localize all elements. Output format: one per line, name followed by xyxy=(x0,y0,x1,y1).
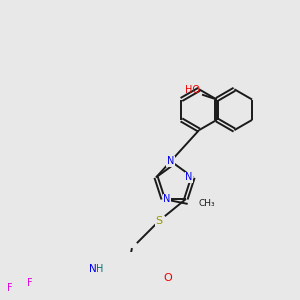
Text: N: N xyxy=(185,172,193,182)
Text: H: H xyxy=(96,264,104,274)
Text: F: F xyxy=(7,284,13,293)
Text: N: N xyxy=(164,194,171,204)
Text: N: N xyxy=(89,264,97,274)
Text: F: F xyxy=(27,278,32,289)
Text: CH₃: CH₃ xyxy=(199,200,215,208)
Text: S: S xyxy=(155,216,163,226)
Text: N: N xyxy=(167,157,174,166)
Text: O: O xyxy=(164,272,172,283)
Text: HO: HO xyxy=(185,85,200,95)
